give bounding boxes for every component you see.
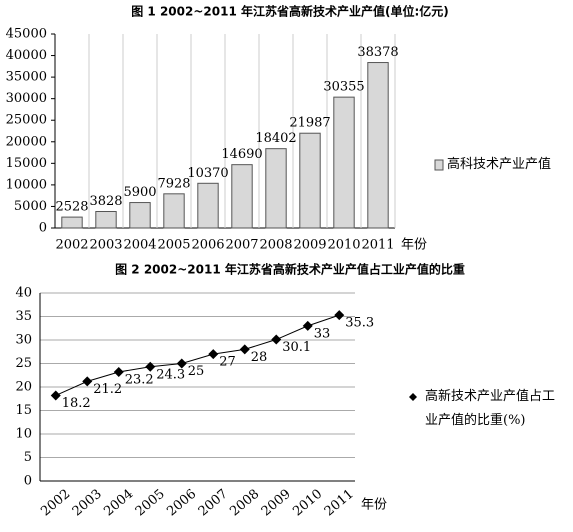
marker — [82, 376, 93, 387]
legend-label: 高科技术产业产值 — [447, 157, 552, 172]
legend-label: 高新技术产业产值占工业产值的比重(%) — [425, 389, 556, 428]
x-tick-label: 2007 — [196, 487, 231, 520]
value-label: 3828 — [89, 194, 122, 209]
x-tick-label: 2002 — [38, 487, 73, 520]
bar — [299, 132, 321, 229]
y-tick-label: 25000 — [6, 113, 47, 128]
y-tick-label: 25 — [15, 356, 32, 371]
x-tick-label: 2009 — [259, 487, 294, 520]
value-label: 18.2 — [62, 396, 91, 411]
x-tick-label: 2008 — [227, 487, 262, 520]
y-tick-label: 5000 — [14, 199, 47, 214]
x-tick-label: 2003 — [70, 487, 105, 520]
y-tick-label: 20 — [15, 380, 32, 395]
legend-marker — [409, 393, 417, 401]
x-tick-label: 2006 — [191, 238, 224, 253]
chart-title: 图 1 2002~2011 年江苏省高新技术产业产值(单位:亿元) — [131, 4, 449, 19]
value-label: 35.3 — [345, 316, 374, 331]
chart-title: 图 2 2002~2011 年江苏省高新技术产业产值占工业产值的比重 — [115, 262, 465, 277]
x-axis-label: 年份 — [361, 498, 387, 513]
value-label: 7928 — [157, 176, 190, 191]
x-tick-label: 2002 — [55, 238, 88, 253]
y-tick-label: 30000 — [6, 91, 47, 106]
y-tick-label: 0 — [39, 221, 47, 236]
y-tick-label: 35000 — [6, 70, 47, 85]
marker — [334, 310, 345, 321]
value-label: 27 — [219, 355, 236, 370]
x-tick-label: 2004 — [101, 487, 136, 520]
x-tick-label: 2004 — [123, 238, 156, 253]
bar — [61, 216, 83, 229]
bar — [231, 164, 253, 229]
x-tick-label: 2010 — [290, 487, 325, 520]
value-label: 33 — [314, 326, 331, 341]
y-tick-label: 40000 — [6, 48, 47, 63]
y-tick-label: 15000 — [6, 156, 47, 171]
marker — [239, 344, 250, 355]
value-label: 30355 — [323, 80, 364, 95]
legend-swatch — [434, 159, 444, 171]
bar — [265, 148, 287, 229]
x-tick-label: 2008 — [259, 238, 292, 253]
value-label: 18402 — [255, 131, 296, 146]
y-tick-label: 40 — [15, 286, 32, 301]
bar — [367, 62, 389, 229]
value-label: 21.2 — [93, 382, 122, 397]
y-tick-label: 30 — [15, 333, 32, 348]
value-label: 14690 — [221, 147, 262, 162]
value-label: 23.2 — [125, 372, 154, 387]
bar — [163, 193, 185, 229]
marker — [208, 349, 219, 360]
y-tick-label: 10000 — [6, 177, 47, 192]
y-tick-label: 15 — [15, 403, 32, 418]
x-tick-label: 2006 — [164, 487, 199, 520]
bar — [129, 202, 151, 229]
x-tick-label: 2007 — [225, 238, 258, 253]
value-label: 30.1 — [282, 340, 311, 355]
x-tick-label: 2011 — [322, 487, 357, 520]
y-tick-label: 10 — [15, 427, 32, 442]
marker — [50, 390, 61, 401]
x-tick-label: 2009 — [293, 238, 326, 253]
line — [55, 314, 340, 396]
value-label: 2528 — [55, 200, 88, 215]
value-label: 24.3 — [156, 367, 185, 382]
y-tick-label: 35 — [15, 309, 32, 324]
x-tick-label: 2005 — [157, 238, 190, 253]
bar — [197, 182, 219, 229]
marker — [271, 334, 282, 345]
value-label: 38378 — [357, 45, 398, 60]
marker — [302, 320, 313, 331]
value-label: 10370 — [187, 166, 228, 181]
x-axis-label: 年份 — [401, 238, 427, 253]
y-tick-label: 20000 — [6, 134, 47, 149]
marker — [145, 361, 156, 372]
bar — [95, 210, 117, 229]
marker — [113, 366, 124, 377]
marker — [176, 358, 187, 369]
value-label: 5900 — [123, 185, 156, 200]
x-tick-label: 2011 — [361, 238, 394, 253]
value-label: 25 — [188, 364, 205, 379]
y-tick-label: 0 — [24, 474, 32, 489]
value-label: 28 — [251, 350, 268, 365]
x-tick-label: 2005 — [133, 487, 168, 520]
value-label: 21987 — [289, 116, 330, 131]
x-tick-label: 2010 — [327, 238, 360, 253]
bar — [333, 96, 355, 229]
x-tick-label: 2003 — [89, 238, 122, 253]
y-tick-label: 45000 — [6, 27, 47, 42]
y-tick-label: 5 — [24, 450, 32, 465]
